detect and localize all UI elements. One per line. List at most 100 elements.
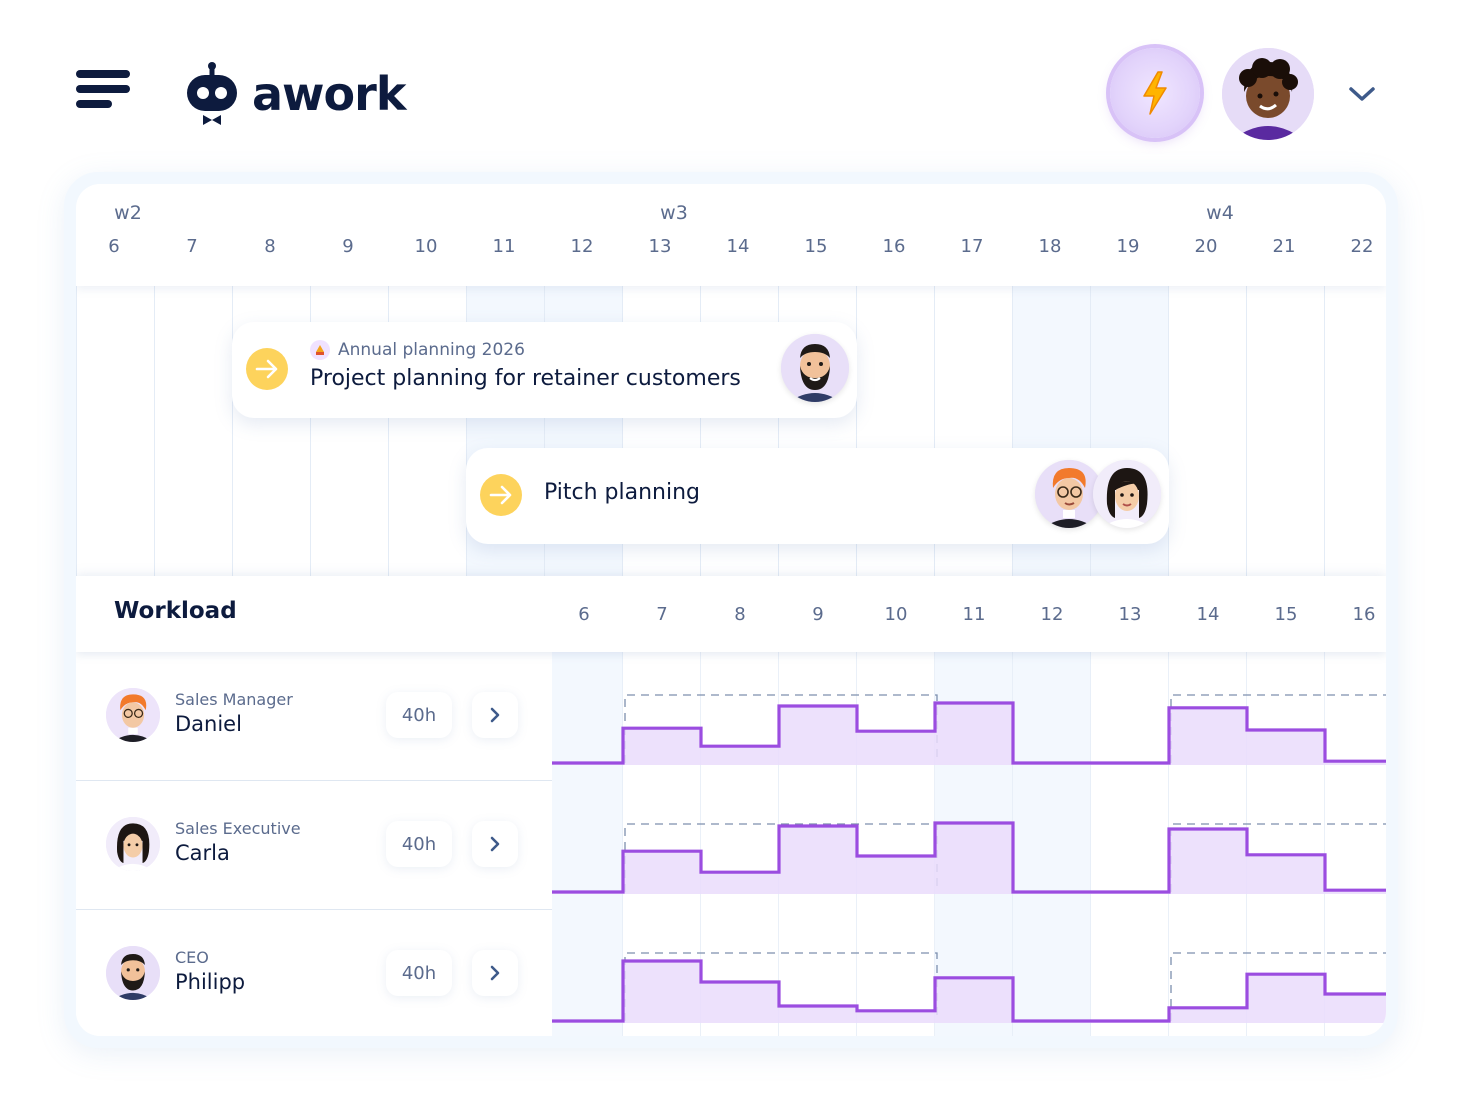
workload-column (1325, 781, 1386, 910)
workload-column (1013, 781, 1091, 910)
workload-day-label: 7 (656, 604, 668, 625)
workload-title: Workload (114, 598, 237, 624)
chevron-right-icon[interactable] (472, 692, 518, 738)
workload-day-label: 9 (812, 604, 824, 625)
week-label: w4 (1206, 202, 1234, 224)
day-label: 7 (186, 236, 198, 257)
grid-column (856, 286, 934, 576)
man-with-orange-hair-avatar[interactable] (106, 688, 160, 742)
workload-area-daniel (552, 703, 1386, 765)
workload-rows: Sales Manager Daniel 40h Sales Executive Car… (76, 652, 1386, 1036)
grid-column (310, 286, 388, 576)
workload-chart (552, 910, 1386, 1036)
workload-chart-svg (552, 652, 1386, 781)
man-with-orange-hair-avatar[interactable] (1035, 460, 1103, 528)
menu-icon[interactable] (76, 70, 130, 110)
person-role: Sales Manager (175, 690, 293, 709)
hours-button[interactable]: 40h (386, 692, 452, 738)
workload-area-philipp (552, 961, 1386, 1023)
workload-chart-svg (552, 910, 1386, 1036)
grid-column (1324, 286, 1386, 576)
capacity-outline (1170, 952, 1386, 1021)
workload-row: Sales Executive Carla 40h (76, 781, 1386, 910)
workload-day-label: 6 (578, 604, 590, 625)
person-info: Sales Executive Carla 40h (76, 781, 552, 909)
workload-row: Sales Manager Daniel 40h (76, 652, 1386, 781)
man-with-beard-avatar[interactable] (781, 334, 849, 402)
workload-chart-svg (552, 781, 1386, 910)
task-project-name: Annual planning 2026 (338, 340, 525, 360)
planner-panel: w2 w3 w4 6 7 8 9 10 11 12 13 14 15 16 17 18 19 20 21 22 Ann… (76, 184, 1386, 1036)
workload-column (1013, 652, 1091, 781)
workload-column (1091, 781, 1169, 910)
day-label: 12 (570, 236, 594, 257)
task-project[interactable]: Annual planning 2026 (310, 340, 525, 360)
day-label: 21 (1272, 236, 1296, 257)
grid-column (388, 286, 466, 576)
chevron-right-icon[interactable] (472, 950, 518, 996)
grid-column (622, 286, 700, 576)
workload-chart (552, 652, 1386, 781)
workload-line-daniel (552, 701, 1386, 765)
robot-logo-icon (187, 62, 237, 125)
grid-column (778, 286, 856, 576)
grid-column (1168, 286, 1246, 576)
person-role: Sales Executive (175, 819, 301, 838)
task-bar-pitch-planning[interactable]: Pitch planning (466, 448, 1169, 544)
woman-with-dark-hair-avatar[interactable] (1093, 460, 1161, 528)
day-label: 9 (342, 236, 354, 257)
chevron-down-icon[interactable] (1346, 82, 1378, 106)
upgrade-button[interactable] (1110, 48, 1200, 138)
person-name: Daniel (175, 712, 242, 736)
workload-day-label: 12 (1040, 604, 1064, 625)
woman-with-dark-hair-avatar[interactable] (106, 817, 160, 871)
workload-area-carla (552, 823, 1386, 894)
grid-column (76, 286, 154, 576)
workload-day-label: 13 (1118, 604, 1142, 625)
workload-header: Workload 6 7 8 9 10 11 12 13 14 15 16 (76, 576, 1386, 652)
man-with-beard-avatar[interactable] (106, 946, 160, 1000)
grid-column (154, 286, 232, 576)
grid-column (1246, 286, 1324, 576)
arrow-right-icon (246, 348, 288, 390)
person-role: CEO (175, 948, 209, 967)
task-title: Project planning for retainer customers (310, 366, 741, 391)
workload-day-label: 15 (1274, 604, 1298, 625)
task-title: Pitch planning (544, 480, 701, 505)
day-label: 22 (1350, 236, 1374, 257)
workload-column (552, 781, 630, 910)
workload-row: CEO Philipp 40h (76, 910, 1386, 1036)
day-label: 19 (1116, 236, 1140, 257)
user-avatar[interactable] (1222, 48, 1314, 140)
day-label: 14 (726, 236, 750, 257)
chevron-right-icon[interactable] (472, 821, 518, 867)
lightning-bolt-icon (1143, 71, 1167, 115)
workload-column (1325, 652, 1386, 781)
workload-chart (552, 781, 1386, 910)
workload-column (1091, 652, 1169, 781)
arrow-right-icon (480, 474, 522, 516)
app-logo: awork (184, 60, 406, 128)
day-label: 18 (1038, 236, 1062, 257)
day-label: 20 (1194, 236, 1218, 257)
day-label: 17 (960, 236, 984, 257)
workload-column (1013, 910, 1091, 1036)
workload-day-label: 16 (1352, 604, 1376, 625)
hours-button[interactable]: 40h (386, 821, 452, 867)
person-name: Philipp (175, 970, 246, 994)
grid-column (934, 286, 1012, 576)
day-label: 6 (108, 236, 120, 257)
workload-day-label: 8 (734, 604, 746, 625)
day-label: 8 (264, 236, 276, 257)
workload-column (1091, 910, 1169, 1036)
workload-line-philipp (552, 959, 1386, 1023)
workload-day-label: 14 (1196, 604, 1220, 625)
hours-button[interactable]: 40h (386, 950, 452, 996)
task-bar-project-planning[interactable]: Annual planning 2026 Project planning fo… (232, 322, 857, 418)
day-label: 10 (414, 236, 438, 257)
timeline-header: w2 w3 w4 6 7 8 9 10 11 12 13 14 15 16 17 18 19 20 21 22 (76, 184, 1386, 286)
app-name: awork (252, 67, 406, 121)
workload-day-label: 11 (962, 604, 986, 625)
person-info: Sales Manager Daniel 40h (76, 652, 552, 780)
workload-day-label: 10 (884, 604, 908, 625)
